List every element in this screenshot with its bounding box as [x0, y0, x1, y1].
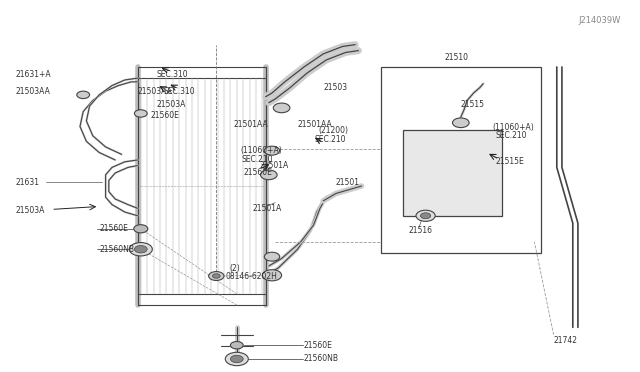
Text: 21503: 21503: [323, 83, 348, 92]
Circle shape: [264, 146, 280, 155]
Text: 21631: 21631: [16, 178, 40, 187]
Text: 21742: 21742: [554, 336, 578, 345]
Text: 21560E: 21560E: [99, 224, 128, 233]
Text: 21510: 21510: [445, 53, 468, 62]
Circle shape: [212, 274, 220, 278]
Text: 21501: 21501: [336, 178, 360, 187]
Text: (2): (2): [229, 264, 240, 273]
Text: 21503AA: 21503AA: [16, 87, 51, 96]
Text: 21560E: 21560E: [150, 111, 179, 120]
Text: 21631+A: 21631+A: [16, 70, 52, 79]
Circle shape: [225, 352, 248, 366]
Text: SEC.210: SEC.210: [242, 155, 273, 164]
Circle shape: [230, 341, 243, 349]
Text: SEC.210: SEC.210: [496, 131, 527, 140]
Circle shape: [416, 210, 435, 221]
Circle shape: [262, 270, 282, 281]
Text: 21501A: 21501A: [259, 161, 289, 170]
Bar: [381, 67, 541, 253]
Text: 21501A: 21501A: [253, 204, 282, 213]
Text: (11060+A): (11060+A): [241, 146, 282, 155]
Text: 21515: 21515: [461, 100, 485, 109]
Text: 21560E: 21560E: [304, 341, 333, 350]
Text: J214039W: J214039W: [579, 16, 621, 25]
Circle shape: [230, 355, 243, 363]
Circle shape: [77, 91, 90, 99]
Circle shape: [264, 252, 280, 261]
Text: 21560NB: 21560NB: [304, 355, 339, 363]
Text: SEC.210: SEC.210: [315, 135, 346, 144]
Text: SEC.310: SEC.310: [163, 87, 195, 96]
Text: 21501AA: 21501AA: [234, 120, 268, 129]
Text: 21503A: 21503A: [16, 206, 45, 215]
Text: SEC.310: SEC.310: [157, 70, 188, 79]
Text: 21501AA: 21501AA: [298, 120, 332, 129]
Circle shape: [134, 110, 147, 117]
Text: 08146-6202H: 08146-6202H: [225, 272, 277, 280]
Circle shape: [209, 272, 224, 280]
Text: 21560NB: 21560NB: [99, 245, 134, 254]
Text: 21503A: 21503A: [157, 100, 186, 109]
Circle shape: [129, 243, 152, 256]
Circle shape: [260, 170, 277, 180]
Text: 21516: 21516: [408, 226, 433, 235]
Text: (11060+A): (11060+A): [493, 123, 534, 132]
Circle shape: [273, 103, 290, 113]
Text: (21200): (21200): [318, 126, 348, 135]
Circle shape: [134, 246, 147, 253]
Circle shape: [420, 213, 431, 219]
Circle shape: [452, 118, 469, 128]
Text: 21560E: 21560E: [243, 168, 272, 177]
Text: 21503AA: 21503AA: [138, 87, 172, 96]
Bar: [403, 130, 502, 216]
Circle shape: [134, 225, 148, 233]
Text: 21515E: 21515E: [496, 157, 525, 166]
